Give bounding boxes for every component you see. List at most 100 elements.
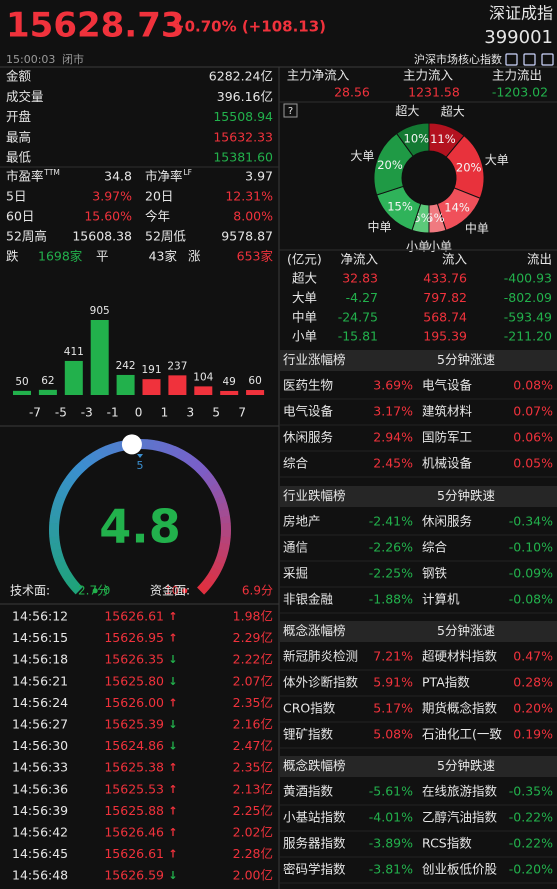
distribution-edge-label: 3 <box>187 406 195 420</box>
board-header <box>280 621 557 642</box>
tick-time: 14:56:36 <box>12 781 68 796</box>
gauge-arc <box>214 495 227 506</box>
tick-amount: 2.29亿 <box>233 630 273 645</box>
tick-time: 14:56:45 <box>12 846 68 861</box>
ratio-label-sup: LF <box>183 168 192 177</box>
tick-amount: 2.02亿 <box>233 825 273 840</box>
ratio-value: 15608.38 <box>72 229 132 244</box>
flow-label: 大单 <box>292 290 317 305</box>
board-name: 创业板低价股 <box>422 862 498 877</box>
board-change: -2.25% <box>369 566 413 581</box>
board-header <box>280 756 557 777</box>
gauge-arc <box>152 440 162 452</box>
flow-value: -802.09 <box>504 290 552 305</box>
board-name: 电气设备 <box>422 378 473 393</box>
distribution-edge-label: -5 <box>55 406 67 420</box>
board-name: 期货概念指数 <box>422 701 498 716</box>
gauge-arc <box>201 577 214 590</box>
gauge-arc <box>214 554 227 566</box>
gauge-max-dot <box>182 588 188 594</box>
donut-segment <box>395 122 430 157</box>
ratio-value: 15.60% <box>84 209 132 224</box>
tick-arrow: ↑ <box>168 783 177 796</box>
board-speed: 0.08% <box>513 378 553 393</box>
board-name: 机械设备 <box>422 456 473 471</box>
board-change: -2.26% <box>369 540 413 555</box>
stat-value: 15508.94 <box>213 109 273 124</box>
breadth-down-label: 跌 <box>6 249 19 264</box>
donut-label: 大单 <box>485 153 509 167</box>
board-name: 新冠肺炎检测 <box>283 649 358 664</box>
tick-amount: 2.13亿 <box>233 781 273 796</box>
gauge-arc <box>51 501 64 512</box>
board-speed: -0.35% <box>509 784 553 799</box>
tick-time: 14:56:27 <box>12 717 68 732</box>
ratio-label: 20日 <box>145 189 173 204</box>
distribution-count: 50 <box>15 376 28 388</box>
board-name: 房地产 <box>283 514 321 529</box>
tick-arrow: ↓ <box>168 718 177 731</box>
tick-amount: 2.47亿 <box>233 738 273 753</box>
gauge-arc <box>55 488 68 500</box>
board-name: 综合 <box>422 540 448 555</box>
board-speed: -0.22% <box>509 810 553 825</box>
gauge-arc <box>146 439 155 451</box>
board-speed: -0.09% <box>509 566 553 581</box>
board-name: 电气设备 <box>283 404 334 419</box>
tick-arrow: ↑ <box>168 761 177 774</box>
donut-percent: 14% <box>444 200 470 214</box>
tick-price: 15625.53 <box>104 781 164 796</box>
ratio-label: 5日 <box>6 189 26 204</box>
gauge-arc <box>176 448 188 462</box>
ratio-label: 市净率 <box>145 169 183 184</box>
breadth-up-label: 涨 <box>188 249 201 264</box>
breadth-up: 653家 <box>237 249 274 264</box>
board-speed-title: 5分钟跌速 <box>437 758 495 773</box>
board-title: 行业涨幅榜 <box>283 352 346 367</box>
board-name: 超硬材料指数 <box>422 649 498 664</box>
flow-header: 净流入 <box>340 252 378 267</box>
gauge-min-label: 0 <box>103 584 110 597</box>
board-name: 石油化工(一致 <box>422 727 502 742</box>
board-change: -4.01% <box>369 810 413 825</box>
tick-price: 15626.59 <box>104 868 164 883</box>
tech-label: 技术面: <box>10 584 50 598</box>
flow-label: 小单 <box>292 329 317 344</box>
share-icon <box>523 53 536 66</box>
ratio-label: 60日 <box>6 209 34 224</box>
main-flow-value: 1231.58 <box>408 85 460 100</box>
gauge-arc <box>218 542 230 552</box>
tick-price: 15625.88 <box>104 803 164 818</box>
tick-arrow: ↑ <box>168 610 177 623</box>
board-change: 2.45% <box>373 456 413 471</box>
board-speed: -0.22% <box>509 836 553 851</box>
tick-price: 15626.35 <box>104 652 164 667</box>
gauge-min-dot <box>92 588 98 594</box>
donut-percent: 10% <box>404 132 430 146</box>
ratio-value: 34.8 <box>104 169 132 184</box>
gauge-arc <box>209 482 222 494</box>
gauge-arc <box>55 560 68 572</box>
donut-percent: 20% <box>377 158 403 172</box>
flow-value: -211.20 <box>504 329 552 344</box>
gauge-arc <box>201 470 214 483</box>
gauge-max-label: 10 <box>165 584 179 597</box>
distribution-count: 905 <box>90 305 110 317</box>
donut-label: 中单 <box>465 221 489 236</box>
gauge-arc <box>66 470 79 483</box>
gauge-arc <box>205 476 218 488</box>
board-change: 3.17% <box>373 404 413 419</box>
flow-value: 195.39 <box>423 329 467 344</box>
board-name: 综合 <box>283 456 309 471</box>
flow-header: 流出 <box>527 252 552 267</box>
tick-amount: 2.25亿 <box>233 803 273 818</box>
board-speed: 0.47% <box>513 649 553 664</box>
add-icon <box>541 53 554 66</box>
flow-value: -24.75 <box>338 309 378 324</box>
tick-price: 15625.39 <box>104 717 164 732</box>
ratio-value: 9578.87 <box>221 229 273 244</box>
gauge-arc <box>170 445 182 458</box>
distribution-count: 60 <box>248 375 261 387</box>
distribution-edge-label: -3 <box>81 406 93 420</box>
board-speed: -0.34% <box>509 514 553 529</box>
